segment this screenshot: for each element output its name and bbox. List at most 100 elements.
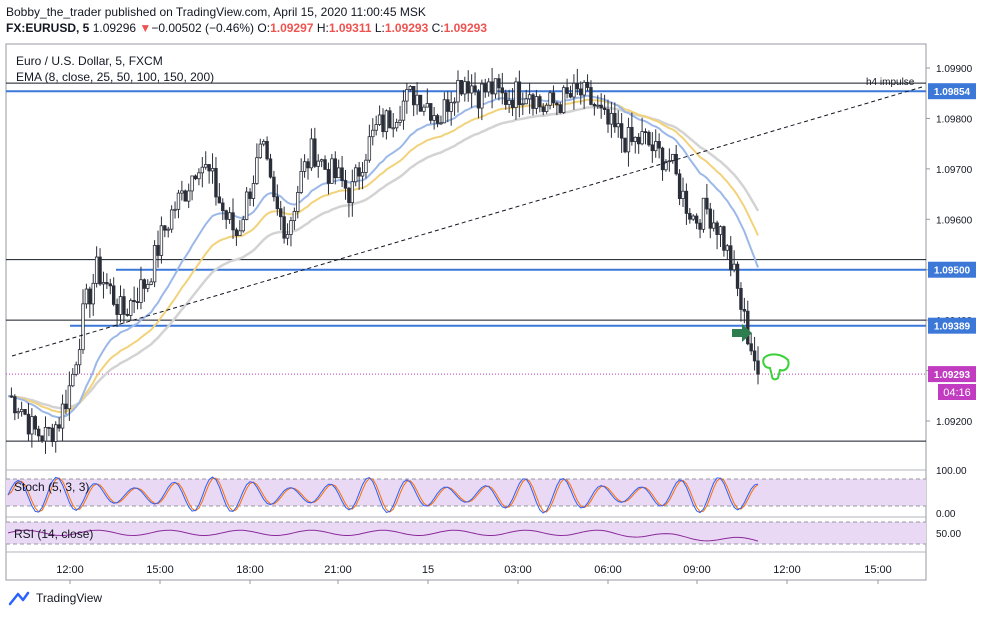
rsi-tick-50: 50.00 [936,529,961,540]
candle-body [54,424,58,442]
candle-body [47,426,51,429]
candle-body [636,136,641,145]
candle-body [701,197,706,230]
candle-body [565,87,569,94]
candle-body [527,94,532,100]
candle-body [108,283,112,287]
time-axis[interactable]: 12:00 15:00 18:00 21:00 15 03:00 06:00 09:00 12:… [56,564,892,584]
right-arrow-icon [732,324,752,342]
candle-body [204,164,208,168]
candle-body [118,296,123,315]
time-tick: 18:00 [236,564,264,576]
price-tag-label: 1.09854 [934,87,971,98]
candle-body [483,83,487,93]
candle-body [415,94,419,106]
price-tick: 1.09600 [936,215,973,226]
candle-body [221,202,225,212]
candle-body [613,112,617,128]
price-tag [928,261,976,278]
candle-body [626,127,631,153]
candle-body [183,190,187,202]
candle-body [480,83,484,109]
candle-body [616,123,620,128]
candle-body [272,176,276,198]
candles [9,67,760,454]
tradingview-brand[interactable]: TradingView [36,591,103,605]
candle-body [227,212,232,220]
close-label: C: [431,21,444,35]
candle-body [350,181,355,204]
candle-body [469,85,474,94]
candle-body [190,175,194,192]
time-tick: 12:00 [773,564,801,576]
candle-body [173,208,177,211]
candle-body [749,343,753,352]
candle-body [459,79,464,95]
candle-body [169,209,174,230]
candle-body [156,245,160,256]
candle-body [514,81,518,108]
candle-body [589,87,593,105]
candle-body [258,143,262,159]
candle-body [524,98,528,105]
candle-body [251,183,256,199]
candle-body [374,124,378,131]
price-tick: 1.09900 [936,64,973,75]
candle-body [9,395,14,398]
candle-body [16,411,20,414]
candle-body [592,104,597,107]
candle-body [630,127,634,142]
candle-body [657,141,661,149]
candle-body [306,161,310,169]
candle-body [13,396,17,414]
trendline[interactable] [11,86,923,357]
candle-body [422,106,426,112]
price-tag [928,83,976,100]
candle-body [585,81,590,88]
low-label: L: [374,21,385,35]
candle-body [360,172,365,177]
candle-body [354,167,358,183]
candle-body [742,309,747,312]
candle-body [142,279,147,289]
candle-body [711,222,716,229]
candle-body [510,99,515,108]
time-tick: 15:00 [864,564,892,576]
candle-body [660,147,665,171]
candle-body [200,166,205,174]
candle-body [84,288,89,305]
price-tag [928,366,976,383]
candle-body [129,300,133,316]
candle-body [405,89,409,102]
candle-body [101,282,106,285]
candle-body [40,435,44,442]
candle-body [746,310,750,345]
price-tick: 1.09800 [936,114,973,125]
candle-body [81,303,85,351]
candle-body [357,167,361,177]
candle-body [132,300,136,303]
candle-body [364,159,368,173]
candle-body [561,87,566,113]
countdown-tag [938,384,976,400]
candle-body [452,101,457,104]
candle-body [606,109,610,125]
time-tick: 09:00 [683,564,711,576]
candle-body [466,81,470,94]
candle-body [538,96,542,108]
candle-body [384,110,389,133]
candle-body [664,161,668,171]
candle-body [643,131,648,134]
candle-body [214,167,218,198]
candle-body [756,360,760,375]
candle-body [408,86,412,90]
candle-body [640,131,644,145]
candle-body [517,81,522,106]
candle-body [619,123,624,139]
stoch-tick-0: 0.00 [936,509,956,520]
candle-body [681,190,685,199]
series-title: Euro / U.S. Dollar, 5, FXCM [16,54,163,68]
candle-body [279,208,283,218]
candle-body [343,180,348,189]
